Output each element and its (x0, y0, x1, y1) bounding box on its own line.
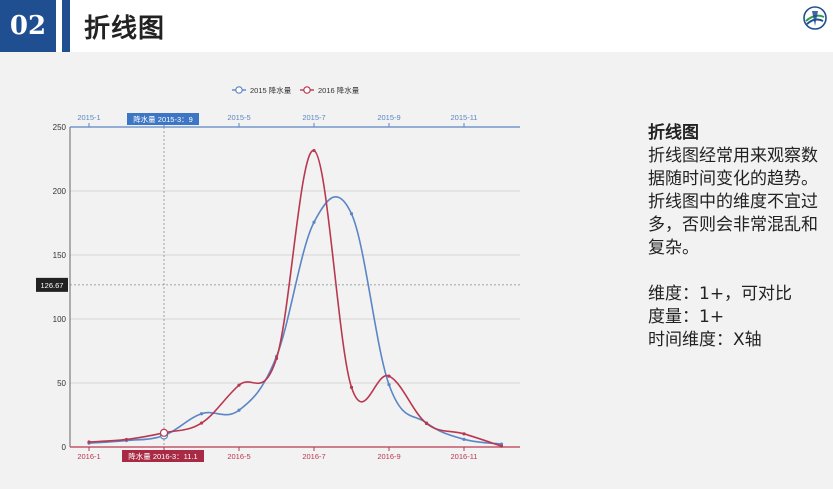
legend-label: 2015 降水量 (250, 85, 292, 95)
logo-icon (803, 6, 827, 30)
top-axis-tick-label: 2015-1 (77, 113, 100, 122)
data-point (462, 432, 466, 436)
top-axis-tick-label: 2015-9 (377, 113, 400, 122)
bottom-tooltip-box (122, 450, 204, 462)
spec-measure: 度量：1+ (648, 307, 725, 327)
top-axis-tick-label: 2015-11 (451, 113, 478, 122)
legend-marker (303, 86, 311, 94)
data-point (87, 440, 91, 444)
spacer (648, 260, 828, 283)
description-heading: 折线图 (648, 123, 699, 143)
y-tick-label: 250 (53, 123, 67, 132)
top-tooltip-box (127, 113, 199, 125)
description-line: 折线图中的维度不宜过 (648, 192, 818, 212)
slide-number: 02 (0, 0, 56, 52)
legend-marker (235, 86, 243, 94)
y-tick-label: 200 (53, 187, 67, 196)
data-point (499, 444, 504, 448)
data-point (349, 385, 354, 389)
series-lines (87, 148, 504, 448)
data-point (312, 220, 316, 224)
y-tick-label: 0 (62, 443, 67, 452)
bottom-axis-tick-label: 2016-5 (227, 452, 250, 461)
description-panel: 折线图 折线图经常用来观察数 据随时间变化的趋势。 折线图中的维度不宜过 多，否… (648, 122, 828, 352)
axes: 0501001502002502015-12015-32015-52015-72… (53, 113, 520, 461)
bottom-axis-tick-label: 2016-7 (302, 452, 325, 461)
data-point (199, 421, 204, 425)
data-point (312, 148, 316, 153)
description-line: 复杂。 (648, 238, 699, 258)
tooltip-overlay: 126.67 降水量 2015-3：9 降水量 2016-3：11.1 (36, 113, 520, 462)
crosshair-y-label-box (36, 277, 68, 292)
description-line: 据随时间变化的趋势。 (648, 169, 818, 189)
description-line: 多，否则会非常混乱和 (648, 215, 818, 235)
highlight-marker-2016 (159, 428, 169, 437)
y-tick-label: 50 (57, 379, 66, 388)
top-axis-tick-label: 2015-7 (302, 113, 325, 122)
crosshair-y-label: 126.67 (41, 281, 64, 290)
spec-time-dimension: 时间维度：X轴 (648, 330, 762, 350)
data-point (274, 356, 279, 361)
series-line-2016 (88, 149, 502, 447)
y-tick-label: 150 (53, 251, 67, 260)
data-point (387, 374, 391, 378)
legend-label: 2016 降水量 (318, 85, 360, 95)
line-chart: 0501001502002502015-12015-32015-52015-72… (36, 85, 520, 462)
bottom-axis-tick-label: 2016-11 (451, 452, 478, 461)
data-point (424, 421, 429, 426)
bottom-axis-tick-label: 2016-1 (77, 452, 100, 461)
accent-bar (62, 0, 70, 52)
slide-title: 折线图 (84, 14, 166, 44)
data-point (124, 437, 129, 442)
legend[interactable]: 2015 降水量 2016 降水量 (232, 85, 360, 95)
slide-header: 02 折线图 (0, 0, 833, 52)
data-point (349, 212, 354, 216)
data-point (237, 408, 241, 412)
bottom-tooltip-text: 降水量 2016-3：11.1 (128, 451, 197, 461)
top-axis-tick-label: 2015-5 (227, 113, 250, 122)
data-point (237, 383, 241, 387)
description-line: 折线图经常用来观察数 (648, 146, 818, 166)
data-point (387, 383, 391, 387)
data-point (462, 437, 466, 441)
data-point (199, 412, 204, 416)
bottom-axis-tick-label: 2016-9 (377, 452, 400, 461)
spec-dimension: 维度：1+，可对比 (648, 284, 793, 304)
top-tooltip-text: 降水量 2015-3：9 (133, 114, 193, 124)
y-tick-label: 100 (53, 315, 67, 324)
